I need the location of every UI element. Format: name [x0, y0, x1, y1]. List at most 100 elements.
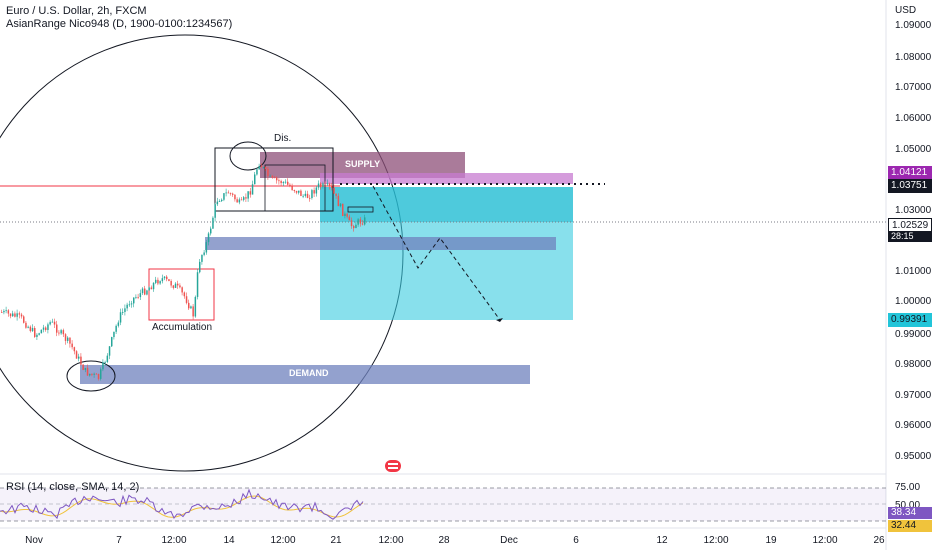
- support-zone[interactable]: [205, 237, 556, 250]
- candle-body: [346, 213, 348, 217]
- candle-body: [137, 296, 139, 298]
- projection-path[interactable]: [372, 185, 501, 321]
- candle-body: [128, 304, 131, 306]
- price-label: 1.05000: [895, 144, 932, 155]
- candle-body: [82, 364, 84, 370]
- rsi-sma-tag: 32.44: [888, 520, 932, 532]
- candle-body: [141, 288, 144, 294]
- candle-body: [353, 226, 355, 229]
- candle-body: [223, 193, 225, 200]
- bar-countdown: 28:15: [888, 231, 932, 242]
- accumulation-label[interactable]: Accumulation: [152, 322, 213, 333]
- supply-extension-zone[interactable]: [320, 173, 573, 184]
- demand-zone[interactable]: [80, 365, 530, 384]
- candle-body: [67, 337, 69, 341]
- candle-body: [315, 187, 318, 194]
- candle-body: [78, 356, 80, 359]
- candle-body: [172, 285, 175, 288]
- candle-body: [251, 184, 254, 195]
- candle-body: [320, 183, 322, 188]
- candle-body: [100, 369, 102, 379]
- candle-body: [95, 373, 98, 375]
- candle-body: [40, 329, 43, 334]
- candle-body: [18, 313, 21, 315]
- candle-body: [225, 192, 227, 194]
- price-label: 1.09000: [895, 20, 932, 31]
- candle-body: [203, 252, 205, 255]
- candle-body: [232, 193, 234, 195]
- candle-body: [269, 175, 271, 177]
- candle-body: [7, 310, 10, 314]
- candle-body: [185, 296, 188, 303]
- candle-body: [260, 166, 263, 168]
- candle-body: [170, 281, 172, 286]
- candle-body: [51, 321, 54, 323]
- demand-label[interactable]: DEMAND: [289, 368, 329, 378]
- time-label: 12: [656, 535, 668, 546]
- time-label: 12:00: [812, 535, 838, 546]
- time-label: Nov: [25, 535, 43, 546]
- supply-label[interactable]: SUPPLY: [345, 159, 381, 169]
- candle-body: [234, 194, 236, 200]
- bottom-ellipse[interactable]: [66, 360, 116, 392]
- candle-body: [111, 337, 113, 347]
- candle-body: [177, 283, 179, 286]
- small-range-box[interactable]: [347, 206, 374, 213]
- time-label: 12:00: [270, 535, 296, 546]
- position-entry-zone[interactable]: [320, 187, 573, 222]
- candle-body: [337, 195, 340, 207]
- symbol-legend[interactable]: Euro / U.S. Dollar, 2h, FXCM: [6, 5, 147, 17]
- candle-body: [245, 197, 247, 199]
- price-label: 0.96000: [895, 420, 932, 431]
- candle-body: [5, 310, 7, 312]
- candle-body: [84, 367, 87, 370]
- candle-body: [328, 183, 331, 186]
- candle-body: [194, 296, 197, 317]
- candle-body: [282, 182, 285, 184]
- us-flag-event-icon[interactable]: [385, 460, 401, 472]
- price-label: 0.98000: [895, 359, 932, 370]
- candle-body: [201, 254, 203, 262]
- candle-body: [146, 290, 148, 295]
- candle-body: [62, 330, 65, 335]
- candle-body: [357, 219, 359, 225]
- candle-body: [364, 217, 366, 225]
- candle-body: [102, 362, 104, 370]
- candle-body: [58, 332, 60, 334]
- rsi-axis-label: 50.00: [895, 500, 921, 511]
- accumulation-box[interactable]: [148, 268, 215, 321]
- candle-body: [166, 276, 168, 280]
- candle-body: [300, 190, 302, 196]
- candle-body: [210, 228, 212, 234]
- time-label: 28: [438, 535, 450, 546]
- candle-body: [56, 324, 58, 333]
- candle-body: [238, 199, 241, 203]
- candle-body: [1, 312, 3, 313]
- candle-body: [23, 316, 25, 323]
- indicator-legend[interactable]: AsianRange Nico948 (D, 1900-0100:1234567…: [6, 18, 233, 30]
- rsi-legend[interactable]: RSI (14, close, SMA, 14, 2): [6, 481, 140, 493]
- candle-body: [256, 169, 258, 175]
- candle-body: [287, 181, 289, 185]
- candle-body: [104, 361, 106, 363]
- candle-body: [14, 313, 16, 317]
- candle-body: [117, 322, 120, 326]
- candle-body: [298, 190, 300, 193]
- distribution-label[interactable]: Dis.: [274, 133, 292, 144]
- time-label: 6: [573, 535, 579, 546]
- candle-body: [214, 204, 216, 218]
- candle-body: [119, 312, 122, 323]
- candle-body: [355, 224, 357, 229]
- time-label: 19: [765, 535, 777, 546]
- candle-body: [75, 351, 78, 359]
- top-ellipse[interactable]: [229, 141, 267, 171]
- distribution-inner-box[interactable]: [264, 164, 326, 212]
- time-label: 26: [873, 535, 885, 546]
- candle-body: [73, 347, 76, 352]
- rsi-axis-label: 75.00: [895, 482, 921, 493]
- candle-body: [47, 324, 49, 330]
- candle-body: [60, 330, 62, 334]
- candle-body: [302, 195, 304, 197]
- candle-body: [174, 283, 177, 288]
